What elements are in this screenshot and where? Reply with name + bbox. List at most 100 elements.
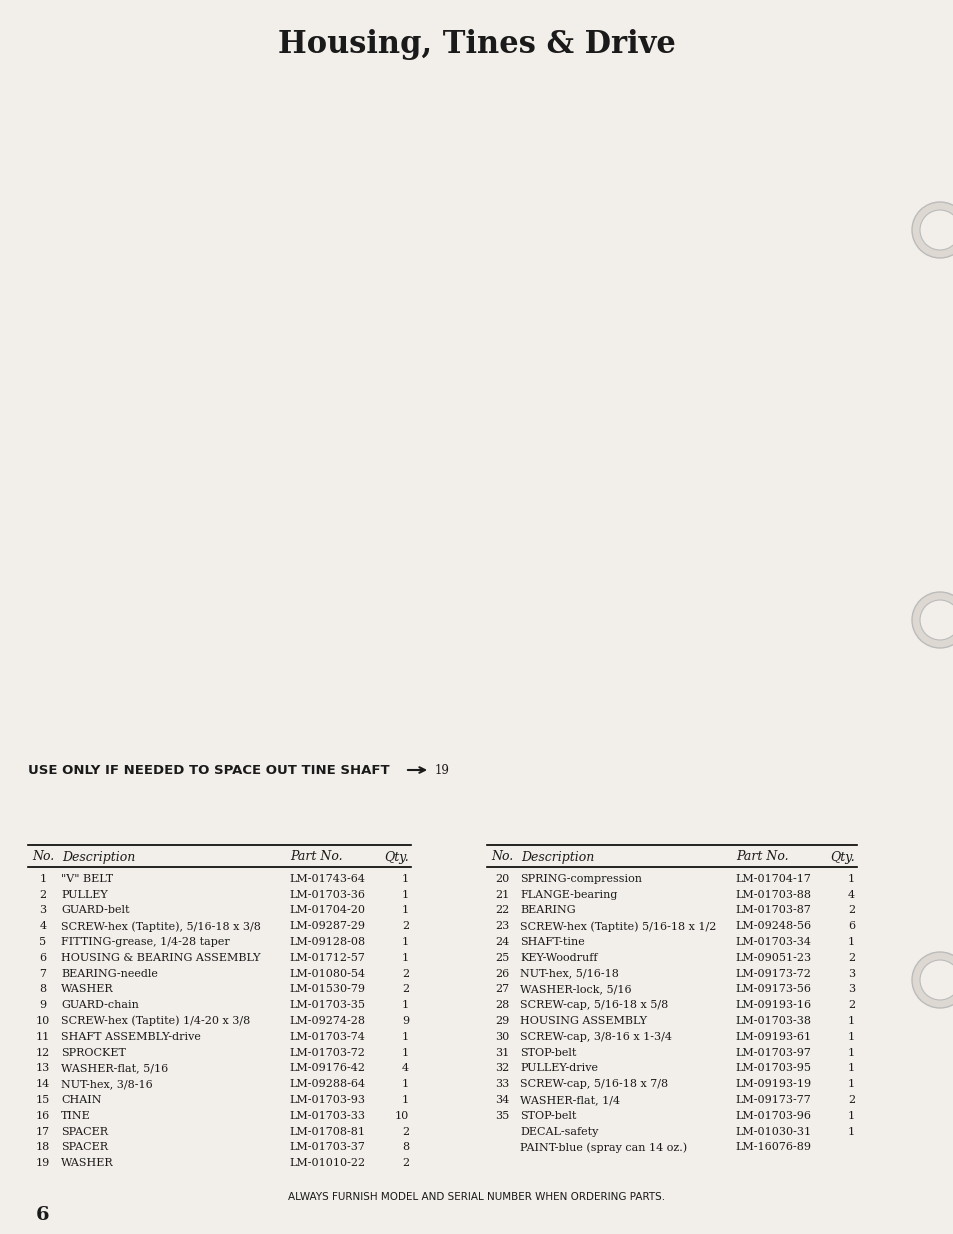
Text: 1: 1 (847, 874, 854, 884)
Text: SPROCKET: SPROCKET (61, 1048, 126, 1058)
Text: 8: 8 (401, 1143, 409, 1153)
Text: 34: 34 (495, 1095, 509, 1106)
Text: LM-16076-89: LM-16076-89 (734, 1143, 810, 1153)
Text: 13: 13 (36, 1064, 51, 1074)
Text: LM-01712-57: LM-01712-57 (289, 953, 364, 963)
Text: LM-01703-95: LM-01703-95 (734, 1064, 810, 1074)
Text: 25: 25 (495, 953, 509, 963)
Circle shape (911, 202, 953, 258)
Text: 29: 29 (495, 1016, 509, 1025)
Text: 31: 31 (495, 1048, 509, 1058)
Text: 9: 9 (401, 1016, 409, 1025)
Text: 1: 1 (847, 1016, 854, 1025)
Text: LM-09193-19: LM-09193-19 (734, 1080, 810, 1090)
Text: FITTING-grease, 1/4-28 taper: FITTING-grease, 1/4-28 taper (61, 937, 230, 946)
Text: SPACER: SPACER (61, 1143, 108, 1153)
Text: WASHER: WASHER (61, 1159, 113, 1169)
Text: PAINT-blue (spray can 14 oz.): PAINT-blue (spray can 14 oz.) (519, 1143, 686, 1153)
Text: 2: 2 (401, 1159, 409, 1169)
Circle shape (919, 960, 953, 1000)
Text: 2: 2 (847, 1095, 854, 1106)
Text: Housing, Tines & Drive: Housing, Tines & Drive (277, 30, 676, 60)
Text: 10: 10 (36, 1016, 51, 1025)
Circle shape (911, 951, 953, 1008)
Text: LM-01703-88: LM-01703-88 (734, 890, 810, 900)
Text: 3: 3 (39, 906, 47, 916)
Text: 3: 3 (847, 969, 854, 979)
Text: 27: 27 (495, 985, 509, 995)
Text: TINE: TINE (61, 1111, 91, 1120)
Text: LM-09173-72: LM-09173-72 (734, 969, 810, 979)
Text: ALWAYS FURNISH MODEL AND SERIAL NUMBER WHEN ORDERING PARTS.: ALWAYS FURNISH MODEL AND SERIAL NUMBER W… (288, 1192, 665, 1202)
Text: 5: 5 (39, 937, 47, 946)
Text: LM-01703-35: LM-01703-35 (289, 1001, 365, 1011)
Text: Part No.: Part No. (735, 850, 788, 864)
Text: 20: 20 (495, 874, 509, 884)
Text: 16: 16 (36, 1111, 51, 1120)
Text: SCREW-cap, 3/8-16 x 1-3/4: SCREW-cap, 3/8-16 x 1-3/4 (519, 1032, 671, 1041)
Text: 6: 6 (36, 1206, 50, 1224)
Text: GUARD-belt: GUARD-belt (61, 906, 130, 916)
Text: SHAFT ASSEMBLY-drive: SHAFT ASSEMBLY-drive (61, 1032, 201, 1041)
Text: 32: 32 (495, 1064, 509, 1074)
Text: 1: 1 (401, 874, 409, 884)
Text: BEARING: BEARING (519, 906, 575, 916)
Text: 2: 2 (847, 1001, 854, 1011)
Text: SCREW-cap, 5/16-18 x 7/8: SCREW-cap, 5/16-18 x 7/8 (519, 1080, 667, 1090)
Text: WASHER-flat, 5/16: WASHER-flat, 5/16 (61, 1064, 168, 1074)
Text: LM-09173-77: LM-09173-77 (734, 1095, 810, 1106)
Text: WASHER: WASHER (61, 985, 113, 995)
Text: LM-01703-93: LM-01703-93 (289, 1095, 365, 1106)
Text: LM-09176-42: LM-09176-42 (289, 1064, 365, 1074)
Text: GUARD-chain: GUARD-chain (61, 1001, 139, 1011)
Text: CHAIN: CHAIN (61, 1095, 101, 1106)
Text: Qty.: Qty. (384, 850, 409, 864)
Text: 1: 1 (847, 1111, 854, 1120)
Text: NUT-hex, 3/8-16: NUT-hex, 3/8-16 (61, 1080, 152, 1090)
Text: PULLEY: PULLEY (61, 890, 108, 900)
Text: 26: 26 (495, 969, 509, 979)
Text: LM-09128-08: LM-09128-08 (289, 937, 365, 946)
Text: 14: 14 (36, 1080, 51, 1090)
Text: Description: Description (520, 850, 594, 864)
Text: LM-09248-56: LM-09248-56 (734, 922, 810, 932)
Text: 7: 7 (39, 969, 47, 979)
Text: HOUSING ASSEMBLY: HOUSING ASSEMBLY (519, 1016, 646, 1025)
Circle shape (919, 210, 953, 251)
Text: 2: 2 (401, 922, 409, 932)
Circle shape (911, 592, 953, 648)
Text: Description: Description (62, 850, 135, 864)
Text: 33: 33 (495, 1080, 509, 1090)
Text: 1: 1 (401, 1095, 409, 1106)
Text: DECAL-safety: DECAL-safety (519, 1127, 598, 1137)
Text: 4: 4 (39, 922, 47, 932)
Text: 2: 2 (847, 906, 854, 916)
Text: 1: 1 (847, 1127, 854, 1137)
Text: NUT-hex, 5/16-18: NUT-hex, 5/16-18 (519, 969, 618, 979)
Text: 1: 1 (401, 1048, 409, 1058)
Circle shape (919, 600, 953, 640)
Text: 12: 12 (36, 1048, 51, 1058)
Text: 2: 2 (401, 985, 409, 995)
Text: 1: 1 (847, 1032, 854, 1041)
Text: 21: 21 (495, 890, 509, 900)
Text: LM-09173-56: LM-09173-56 (734, 985, 810, 995)
Text: LM-01530-79: LM-01530-79 (289, 985, 365, 995)
Text: STOP-belt: STOP-belt (519, 1048, 576, 1058)
Text: 1: 1 (847, 1064, 854, 1074)
Text: SPACER: SPACER (61, 1127, 108, 1137)
Text: 1: 1 (847, 1048, 854, 1058)
Text: SCREW-cap, 5/16-18 x 5/8: SCREW-cap, 5/16-18 x 5/8 (519, 1001, 667, 1011)
Text: LM-01703-72: LM-01703-72 (289, 1048, 364, 1058)
Text: No.: No. (491, 850, 513, 864)
Text: 9: 9 (39, 1001, 47, 1011)
Text: LM-01010-22: LM-01010-22 (289, 1159, 365, 1169)
Text: LM-01703-37: LM-01703-37 (289, 1143, 364, 1153)
Text: 1: 1 (401, 906, 409, 916)
Text: PULLEY-drive: PULLEY-drive (519, 1064, 598, 1074)
Text: LM-09274-28: LM-09274-28 (289, 1016, 365, 1025)
Text: LM-01704-20: LM-01704-20 (289, 906, 365, 916)
Text: 10: 10 (395, 1111, 409, 1120)
Text: 1: 1 (847, 1080, 854, 1090)
Text: LM-01703-74: LM-01703-74 (289, 1032, 364, 1041)
